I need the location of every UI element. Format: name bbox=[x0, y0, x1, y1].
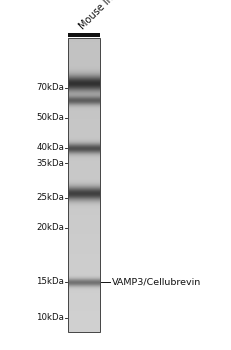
Text: 15kDa: 15kDa bbox=[36, 278, 64, 287]
Text: 50kDa: 50kDa bbox=[36, 113, 64, 122]
Text: VAMP3/Cellubrevin: VAMP3/Cellubrevin bbox=[112, 278, 200, 287]
Text: 20kDa: 20kDa bbox=[36, 224, 64, 232]
Text: 35kDa: 35kDa bbox=[36, 159, 64, 168]
Text: Mouse liver: Mouse liver bbox=[77, 0, 123, 31]
Bar bbox=[68, 33, 100, 37]
Text: 70kDa: 70kDa bbox=[36, 84, 64, 92]
Text: 25kDa: 25kDa bbox=[36, 194, 64, 203]
Text: 10kDa: 10kDa bbox=[36, 314, 64, 322]
Bar bbox=[68, 38, 100, 332]
Text: 40kDa: 40kDa bbox=[36, 144, 64, 153]
